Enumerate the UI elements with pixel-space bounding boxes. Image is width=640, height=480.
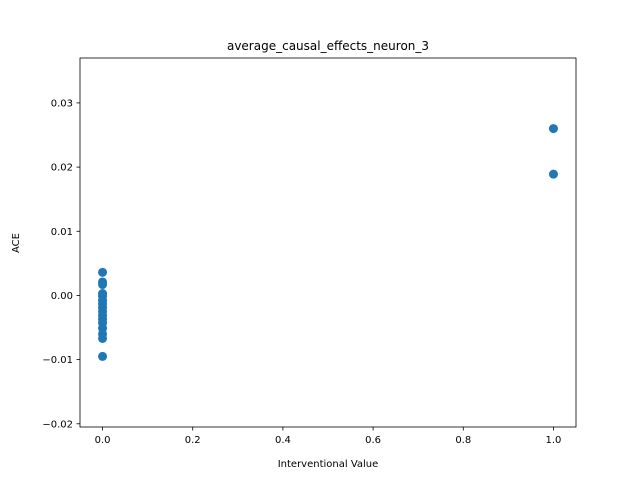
- data-point: [98, 351, 108, 361]
- y-tick-label: 0.01: [51, 227, 73, 238]
- y-tick-label: −0.01: [42, 355, 73, 366]
- x-tick-label: 0.8: [455, 435, 471, 446]
- x-tick-label: 0.4: [275, 435, 291, 446]
- x-tick-label: 0.2: [185, 435, 201, 446]
- y-tick-label: 0.02: [51, 163, 73, 174]
- y-tick-label: 0.03: [51, 98, 73, 109]
- plot-frame: [79, 57, 577, 428]
- x-axis-title: Interventional Value: [278, 459, 379, 470]
- points-layer: [98, 124, 558, 361]
- ticks-layer: 0.0 0.2 0.4 0.6 0.8 1.0 −0.02 −0.01 0.00 0.01 0.02…: [42, 98, 561, 446]
- x-tick-label: 0.6: [365, 435, 381, 446]
- y-axis-title: ACE: [11, 233, 22, 253]
- data-point: [98, 267, 108, 277]
- data-point: [548, 124, 558, 134]
- data-point: [98, 280, 108, 290]
- x-tick-label: 0.0: [95, 435, 111, 446]
- y-tick-label: −0.02: [42, 419, 73, 430]
- data-point: [98, 333, 108, 343]
- data-point: [548, 169, 558, 179]
- y-tick-label: 0.00: [51, 291, 73, 302]
- x-tick-label: 1.0: [546, 435, 562, 446]
- chart-title: average_causal_effects_neuron_3: [227, 39, 429, 53]
